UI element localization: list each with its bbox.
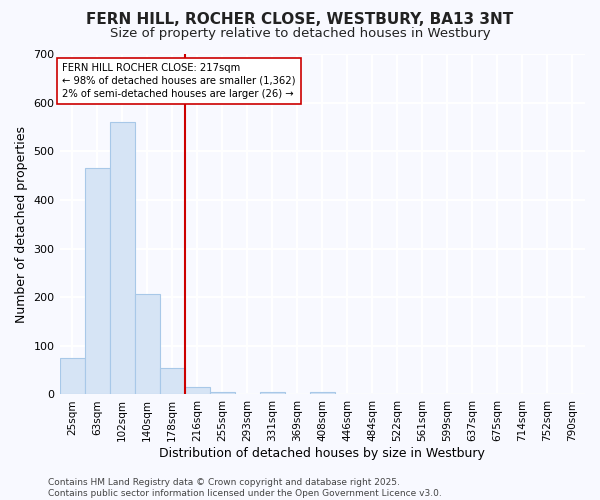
Text: Contains HM Land Registry data © Crown copyright and database right 2025.
Contai: Contains HM Land Registry data © Crown c… bbox=[48, 478, 442, 498]
Bar bbox=[85, 168, 110, 394]
Bar bbox=[59, 358, 85, 395]
Bar bbox=[260, 392, 285, 394]
Text: FERN HILL, ROCHER CLOSE, WESTBURY, BA13 3NT: FERN HILL, ROCHER CLOSE, WESTBURY, BA13 … bbox=[86, 12, 514, 28]
Bar bbox=[185, 387, 209, 394]
Bar bbox=[110, 122, 134, 394]
Text: FERN HILL ROCHER CLOSE: 217sqm
← 98% of detached houses are smaller (1,362)
2% o: FERN HILL ROCHER CLOSE: 217sqm ← 98% of … bbox=[62, 62, 296, 99]
Bar bbox=[310, 392, 335, 394]
Bar bbox=[160, 368, 185, 394]
Bar bbox=[134, 294, 160, 394]
Text: Size of property relative to detached houses in Westbury: Size of property relative to detached ho… bbox=[110, 28, 490, 40]
X-axis label: Distribution of detached houses by size in Westbury: Distribution of detached houses by size … bbox=[160, 447, 485, 460]
Bar bbox=[209, 392, 235, 394]
Y-axis label: Number of detached properties: Number of detached properties bbox=[15, 126, 28, 322]
